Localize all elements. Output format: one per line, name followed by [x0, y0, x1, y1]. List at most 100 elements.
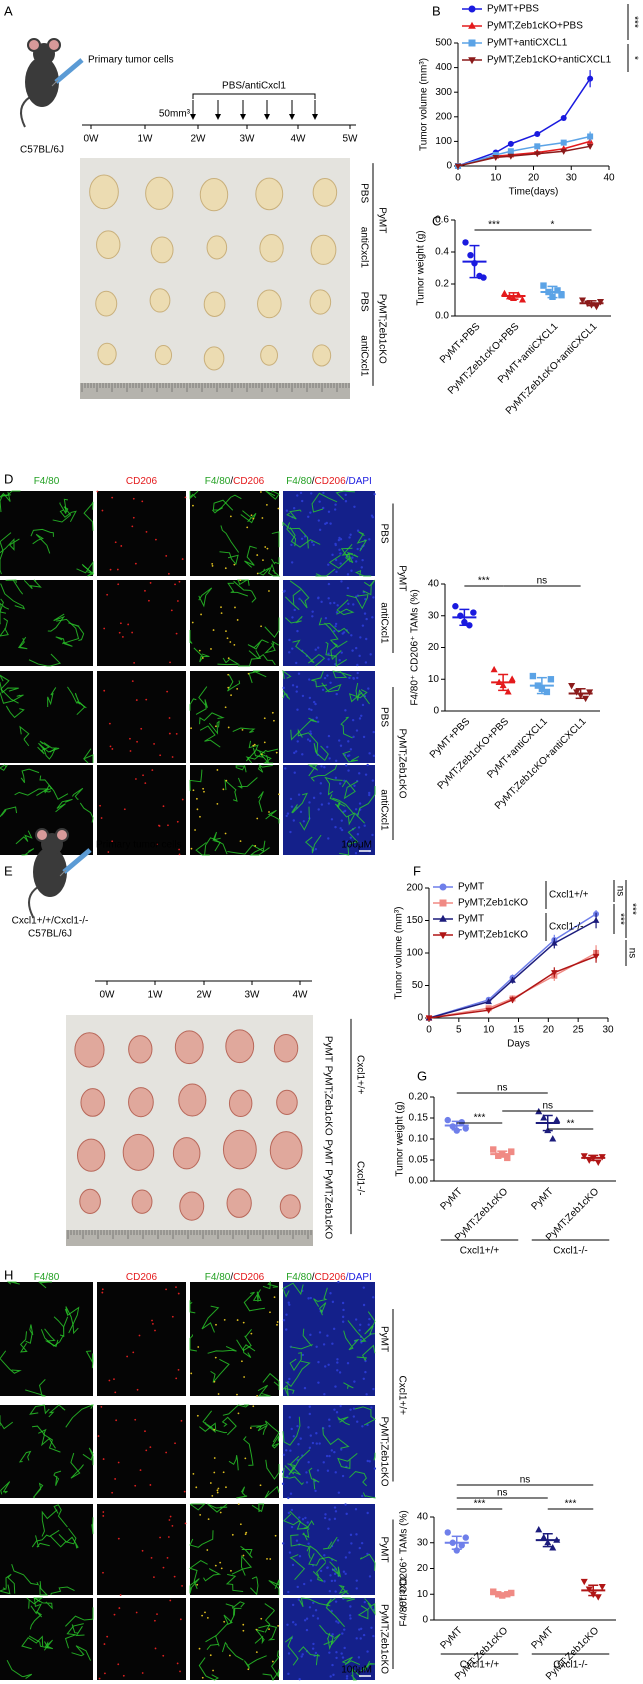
nucleus — [352, 1415, 356, 1418]
cd206-signal — [176, 820, 179, 823]
cd206-signal — [140, 727, 143, 730]
nucleus — [292, 507, 296, 510]
cd206-signal — [200, 613, 202, 616]
x-tick-label: 5 — [456, 1025, 462, 1036]
micrograph — [97, 491, 186, 576]
filament — [312, 1562, 327, 1582]
nucleus — [335, 1651, 338, 1654]
cd206-signal — [278, 793, 280, 796]
filament — [257, 763, 273, 773]
cd206-signal — [117, 1537, 120, 1540]
nucleus — [301, 1353, 305, 1357]
filament — [340, 716, 353, 739]
nucleus — [305, 1617, 309, 1620]
filament — [82, 1447, 94, 1466]
nucleus — [289, 797, 293, 801]
nucleus — [360, 714, 363, 717]
filament — [198, 587, 213, 608]
data-point — [578, 297, 587, 304]
nucleus — [317, 1381, 320, 1384]
nucleus — [317, 646, 320, 649]
data-point — [508, 675, 516, 682]
cd206-signal — [237, 1503, 240, 1506]
cd206-signal — [114, 541, 117, 544]
nucleus — [370, 1406, 373, 1409]
filament — [41, 1509, 58, 1537]
nucleus — [329, 602, 332, 605]
nucleus — [308, 696, 312, 700]
filament — [195, 686, 208, 715]
cd206-signal — [122, 1674, 125, 1677]
filament — [289, 527, 321, 548]
filament — [82, 748, 94, 764]
nucleus — [360, 1541, 364, 1545]
legend-label: PyMT;Zeb1cKO — [458, 898, 528, 909]
nucleus — [337, 1621, 340, 1624]
y-tick-label: 0.0 — [435, 311, 449, 322]
filament — [0, 682, 19, 694]
cd206-signal — [117, 583, 120, 586]
filament — [336, 599, 355, 616]
filament — [53, 1470, 62, 1486]
nucleus — [326, 1469, 330, 1472]
data-point — [509, 976, 516, 983]
nucleus — [301, 753, 304, 756]
cd206-signal — [236, 619, 239, 621]
column-header: F4/80/CD206/DAPI — [286, 476, 372, 487]
nucleus — [340, 1652, 343, 1655]
nucleus — [325, 521, 328, 525]
row-label: antiCxcl1 — [378, 789, 389, 831]
cd206-signal — [175, 632, 178, 635]
nucleus — [335, 611, 339, 614]
filament — [245, 748, 279, 764]
nucleus — [339, 552, 342, 555]
column-header: CD206 — [126, 476, 158, 487]
filament — [29, 1404, 50, 1415]
nucleus — [359, 1627, 363, 1630]
nucleus — [299, 1437, 302, 1440]
nucleus — [358, 654, 361, 658]
nucleus — [372, 1387, 375, 1391]
group-label: PyMT;Zeb1cKO — [396, 728, 407, 798]
nucleus — [318, 1442, 321, 1445]
micrograph — [0, 1405, 93, 1498]
column-header: F4/80/CD206/DAPI — [286, 1272, 372, 1283]
data-point — [500, 289, 509, 297]
timeline-label: 0W — [84, 134, 100, 145]
data-point — [587, 75, 594, 82]
cd206-signal — [179, 1618, 182, 1621]
syringe — [62, 848, 92, 874]
bracket-label: ns — [520, 1475, 531, 1486]
row-label: PyMT — [322, 1139, 333, 1165]
nucleus — [323, 766, 326, 769]
y-tick-label: 10 — [428, 674, 440, 685]
data-point — [504, 688, 512, 695]
nucleus — [284, 767, 287, 770]
cd206-signal — [121, 636, 124, 638]
filament — [59, 509, 77, 523]
nucleus — [358, 1628, 361, 1631]
cd206-signal — [179, 1670, 181, 1673]
cd206-signal — [145, 1449, 148, 1452]
filament — [5, 705, 25, 719]
nucleus — [314, 847, 318, 851]
cd206-signal — [256, 572, 259, 575]
legend-marker — [468, 39, 476, 47]
timeline-label: 3W — [245, 990, 261, 1001]
data-point — [549, 1135, 557, 1142]
nucleus — [312, 700, 316, 704]
cd206-signal — [256, 817, 259, 820]
nucleus — [312, 1642, 315, 1646]
filament — [235, 764, 247, 773]
nucleus — [350, 569, 353, 572]
cd206-signal — [149, 1484, 152, 1486]
cd206-signal — [111, 496, 114, 499]
cd206-signal — [102, 1571, 104, 1574]
filament — [343, 1330, 360, 1351]
filament — [346, 594, 369, 610]
filament — [282, 1513, 310, 1529]
cd206-signal — [222, 788, 225, 791]
data-point — [551, 939, 558, 946]
nucleus — [282, 1453, 286, 1457]
nucleus — [328, 1651, 331, 1654]
